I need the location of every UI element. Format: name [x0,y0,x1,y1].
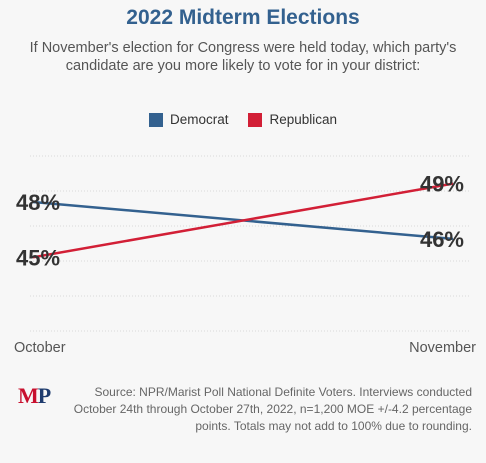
series-line-republican [32,182,454,259]
data-label-republican-november: 49% [420,172,464,197]
legend-item-democrat[interactable]: Democrat [148,112,229,127]
legend-swatch-republican [248,112,263,127]
legend-label-republican: Republican [269,112,338,127]
x-tick-label-october: October [14,340,66,356]
data-label-republican-october: 45% [16,245,60,270]
x-tick-label-november: November [409,340,476,356]
chart-subtitle: If November's election for Congress were… [29,40,457,74]
data-label-democrat-november: 46% [420,227,464,252]
source-note: Source: NPR/Marist Poll National Definit… [73,385,472,433]
legend: Democrat Republican [0,112,486,127]
marist-logo: MP [18,383,51,408]
chart-title: 2022 Midterm Elections [126,6,360,29]
data-label-democrat-october: 48% [16,190,60,215]
legend-item-republican[interactable]: Republican [248,112,337,127]
legend-swatch-democrat [148,112,163,127]
legend-label-democrat: Democrat [169,112,229,127]
